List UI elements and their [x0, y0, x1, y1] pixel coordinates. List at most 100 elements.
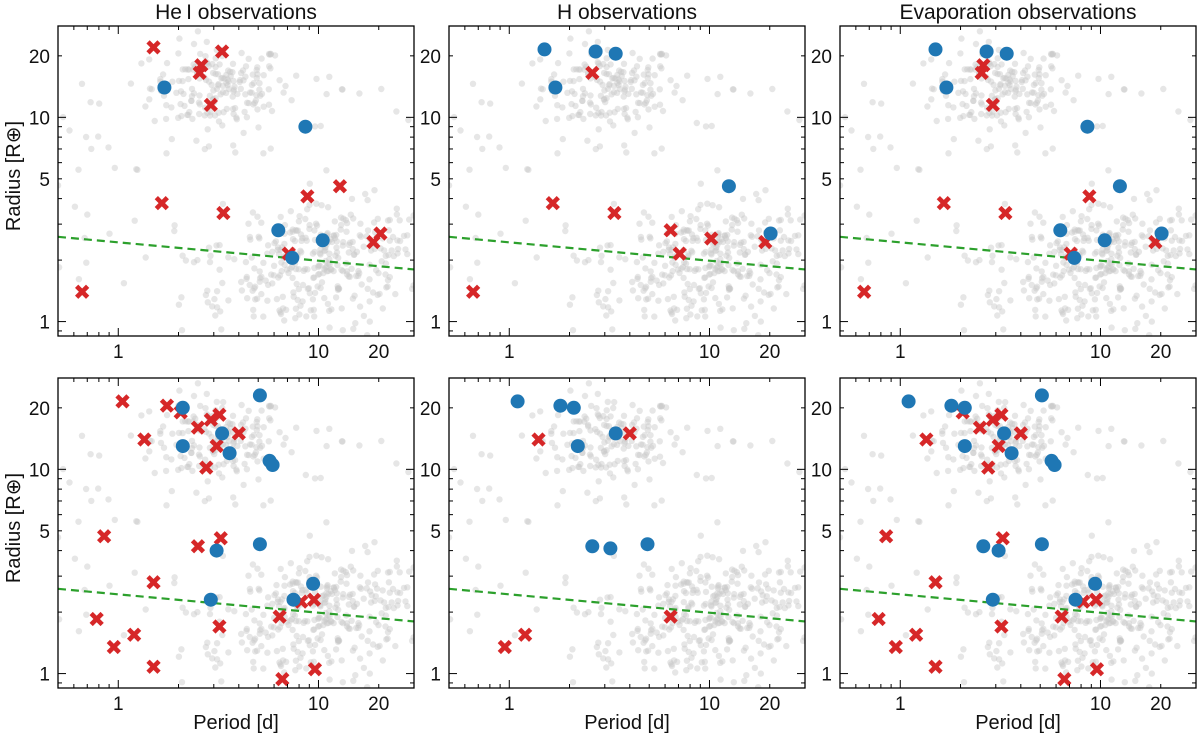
non-detection-stroke-b	[994, 407, 1009, 422]
background-point	[343, 219, 351, 227]
background-point	[573, 257, 581, 264]
background-point	[260, 103, 267, 110]
background-point	[225, 606, 232, 613]
background-point	[134, 166, 141, 173]
background-point	[706, 263, 713, 271]
background-point	[570, 66, 577, 73]
background-point	[716, 267, 723, 275]
background-point	[1011, 69, 1018, 76]
non-detection-marker	[373, 226, 388, 241]
background-point	[1085, 313, 1092, 320]
background-point	[722, 235, 730, 242]
background-point	[987, 62, 994, 70]
background-point	[355, 267, 362, 275]
background-point	[713, 616, 720, 623]
background-point	[209, 655, 216, 662]
background-point	[449, 182, 453, 189]
background-point	[363, 585, 370, 592]
background-point	[1098, 250, 1106, 257]
background-point	[242, 610, 250, 618]
background-point	[1117, 254, 1124, 262]
background-point	[1062, 89, 1069, 96]
background-point	[1075, 579, 1082, 586]
y-tick-label: 5	[821, 170, 832, 191]
y-tick-label: 5	[39, 170, 50, 191]
background-point	[194, 608, 201, 616]
background-point	[611, 461, 618, 468]
background-point	[618, 68, 625, 76]
background-point	[648, 444, 655, 451]
background-point	[958, 387, 965, 394]
background-point	[734, 623, 742, 630]
background-point	[1022, 129, 1029, 137]
background-point	[1070, 97, 1077, 104]
background-point	[390, 604, 397, 612]
background-point	[333, 238, 340, 245]
background-point	[723, 252, 730, 259]
background-point	[1028, 233, 1036, 241]
background-point	[734, 271, 742, 278]
background-point	[332, 646, 340, 653]
background-point	[326, 324, 333, 331]
background-point	[1048, 63, 1055, 70]
background-point	[297, 302, 304, 309]
background-point	[71, 555, 79, 562]
background-point	[729, 618, 736, 626]
background-point	[1145, 585, 1152, 592]
background-point	[1035, 426, 1043, 434]
background-point	[1074, 667, 1081, 674]
background-point	[328, 590, 336, 598]
background-point	[646, 233, 653, 240]
background-point	[1121, 438, 1128, 445]
background-point	[567, 387, 574, 394]
non-detection-stroke-b	[192, 65, 207, 81]
background-point	[206, 258, 214, 266]
background-point	[979, 402, 986, 410]
background-point	[731, 590, 738, 598]
background-point	[317, 251, 324, 258]
detection-marker	[957, 400, 972, 415]
background-point	[142, 103, 149, 110]
background-point	[595, 461, 602, 468]
column-titles: He I observations H observations Evapora…	[155, 1, 1136, 24]
background-point	[204, 126, 211, 133]
background-point	[511, 632, 519, 639]
background-point	[533, 606, 540, 613]
background-point	[1049, 65, 1056, 72]
background-point	[537, 85, 545, 92]
background-point	[327, 618, 334, 625]
background-point	[736, 625, 743, 632]
non-detection-stroke-b	[466, 284, 481, 299]
background-point	[1063, 261, 1070, 268]
background-point	[1055, 581, 1062, 589]
background-point	[1069, 560, 1077, 567]
background-point	[610, 122, 617, 129]
background-point	[177, 88, 185, 95]
background-point	[163, 102, 170, 109]
background-point	[592, 112, 599, 119]
background-point	[571, 90, 578, 98]
background-point	[231, 256, 238, 263]
background-point	[713, 609, 720, 617]
background-point	[651, 455, 658, 462]
background-point	[704, 552, 711, 559]
background-point	[647, 587, 654, 594]
background-point	[857, 518, 864, 525]
background-point	[640, 639, 647, 646]
background-point	[569, 327, 577, 334]
background-point	[604, 437, 612, 444]
background-point	[1035, 647, 1043, 654]
background-point	[1158, 642, 1165, 650]
background-point	[245, 99, 252, 107]
background-point	[1127, 241, 1135, 248]
background-point	[945, 502, 952, 509]
background-point	[902, 632, 910, 639]
background-point	[742, 251, 749, 258]
background-point	[682, 589, 690, 597]
background-point	[1171, 585, 1179, 593]
background-point	[1053, 591, 1060, 599]
background-point	[1093, 248, 1100, 256]
background-point	[1115, 238, 1123, 245]
background-point	[1140, 281, 1147, 288]
